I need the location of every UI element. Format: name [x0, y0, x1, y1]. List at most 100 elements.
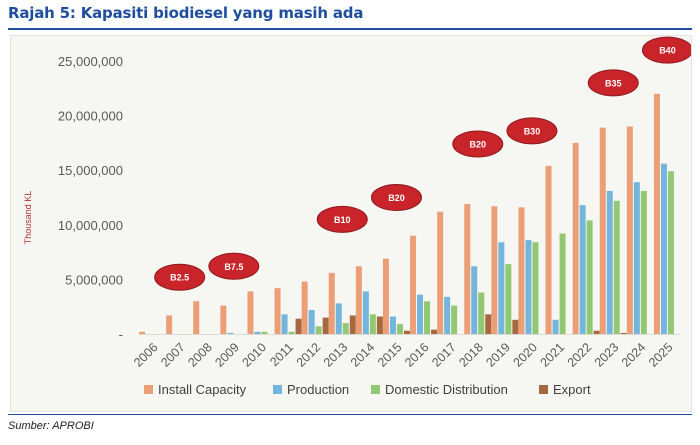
x-tick-label: 2025: [646, 340, 676, 370]
bar-production-2018: [471, 266, 478, 334]
x-tick-label: 2021: [538, 340, 568, 370]
bar-domestic-distribution-2021: [559, 233, 566, 334]
bar-domestic-distribution-2017: [451, 305, 458, 334]
x-tick-label: 2011: [267, 340, 296, 369]
bar-install-capacity-2023: [599, 127, 606, 334]
bar-domestic-distribution-2013: [342, 323, 349, 334]
bar-domestic-distribution-2016: [424, 301, 431, 334]
x-tick-label: 2012: [294, 340, 324, 370]
bar-production-2020: [525, 240, 532, 334]
bar-export-2015: [403, 330, 410, 334]
bar-export-2012: [322, 317, 329, 334]
policy-badge: [316, 205, 368, 233]
bar-domestic-distribution-2015: [396, 324, 403, 334]
y-axis-title: Thousand KL: [23, 191, 33, 245]
y-tick-label: 5,000,000: [65, 272, 123, 287]
x-tick-label: 2007: [158, 340, 188, 370]
bar-export-2018: [485, 314, 492, 334]
policy-badge: [641, 36, 691, 64]
bar-domestic-distribution-2018: [478, 292, 485, 334]
bar-install-capacity-2013: [328, 272, 335, 334]
x-tick-label: 2015: [375, 340, 405, 370]
y-tick-label: -: [119, 327, 123, 342]
x-tick-label: 2014: [348, 340, 378, 370]
policy-badge: [506, 117, 558, 145]
bar-install-capacity-2018: [464, 204, 471, 334]
bar-export-2022: [593, 330, 600, 334]
x-tick-label: 2016: [402, 340, 432, 370]
bar-install-capacity-2009: [220, 305, 227, 334]
x-tick-label: 2024: [619, 340, 649, 370]
bar-production-2024: [633, 182, 640, 334]
bar-domestic-distribution-2011: [288, 331, 295, 334]
legend-swatch-production: [273, 385, 282, 394]
bar-install-capacity-2008: [193, 301, 200, 334]
x-tick-label: 2023: [592, 340, 622, 370]
bar-production-2016: [417, 294, 424, 334]
bar-domestic-distribution-2022: [586, 220, 593, 334]
y-tick-label: 25,000,000: [58, 54, 123, 69]
legend-label: Install Capacity: [158, 382, 247, 397]
bar-install-capacity-2022: [572, 142, 579, 334]
bar-production-2012: [308, 309, 315, 334]
x-tick-label: 2022: [565, 340, 595, 370]
bar-install-capacity-2024: [626, 126, 633, 335]
bar-install-capacity-2011: [274, 288, 281, 334]
bar-domestic-distribution-2023: [613, 200, 620, 334]
policy-badge-label: B2.5: [170, 273, 189, 283]
bar-domestic-distribution-2010: [261, 331, 268, 334]
bar-production-2014: [362, 291, 369, 334]
policy-badge: [208, 252, 260, 280]
bar-domestic-distribution-2019: [505, 264, 512, 334]
policy-badge-label: B20: [388, 193, 405, 203]
bar-install-capacity-2012: [301, 281, 308, 334]
policy-badge: [370, 184, 422, 211]
bar-production-2019: [498, 242, 505, 334]
source-note: Sumber: APROBI: [8, 420, 94, 432]
legend-swatch-install-capacity: [144, 385, 153, 394]
bar-production-2009: [227, 332, 234, 334]
x-tick-label: 2006: [131, 340, 161, 370]
bar-install-capacity-2025: [653, 93, 660, 334]
policy-badge: [154, 263, 206, 291]
footer-divider: [8, 414, 692, 415]
bar-production-2013: [335, 303, 342, 334]
policy-badge: [452, 130, 504, 158]
biodiesel-capacity-chart: - 5,000,000 10,000,000 15,000,000 20,000,000…: [23, 36, 691, 397]
bar-install-capacity-2010: [247, 291, 254, 334]
policy-badge-label: B20: [469, 139, 486, 149]
policy-badge-label: B40: [659, 46, 676, 56]
bar-domestic-distribution-2025: [667, 171, 674, 334]
bar-install-capacity-2019: [491, 206, 498, 334]
y-tick-label: 20,000,000: [58, 109, 123, 124]
bar-export-2011: [295, 318, 302, 334]
page-title: Rajah 5: Kapasiti biodiesel yang masih a…: [8, 4, 364, 22]
x-tick-label: 2018: [456, 340, 486, 370]
chart-panel: - 5,000,000 10,000,000 15,000,000 20,000,000…: [10, 35, 692, 412]
bar-install-capacity-2006: [139, 331, 146, 334]
policy-badge-label: B10: [334, 215, 351, 225]
bar-export-2023: [620, 332, 627, 334]
x-tick-label: 2009: [212, 340, 242, 370]
x-tick-label: 2020: [511, 340, 541, 370]
bar-production-2011: [281, 314, 288, 334]
bar-production-2025: [660, 163, 667, 334]
bar-domestic-distribution-2020: [532, 242, 539, 334]
bar-production-2022: [579, 205, 586, 334]
bar-production-2017: [444, 296, 451, 334]
bar-production-2021: [552, 319, 559, 334]
policy-badge-label: B7.5: [224, 262, 243, 272]
bar-install-capacity-2007: [166, 315, 173, 334]
x-tick-label: 2019: [483, 340, 513, 370]
bar-export-2019: [512, 319, 519, 334]
bar-install-capacity-2016: [410, 235, 417, 334]
bar-install-capacity-2020: [518, 207, 525, 334]
legend-swatch-domestic-distribution: [371, 385, 380, 394]
bar-install-capacity-2017: [437, 211, 444, 334]
legend-swatch-export: [539, 385, 548, 394]
bar-install-capacity-2014: [355, 266, 362, 334]
bar-install-capacity-2015: [382, 258, 389, 334]
bar-domestic-distribution-2012: [315, 326, 322, 334]
x-tick-label: 2013: [321, 340, 351, 370]
title-divider: [8, 28, 692, 30]
